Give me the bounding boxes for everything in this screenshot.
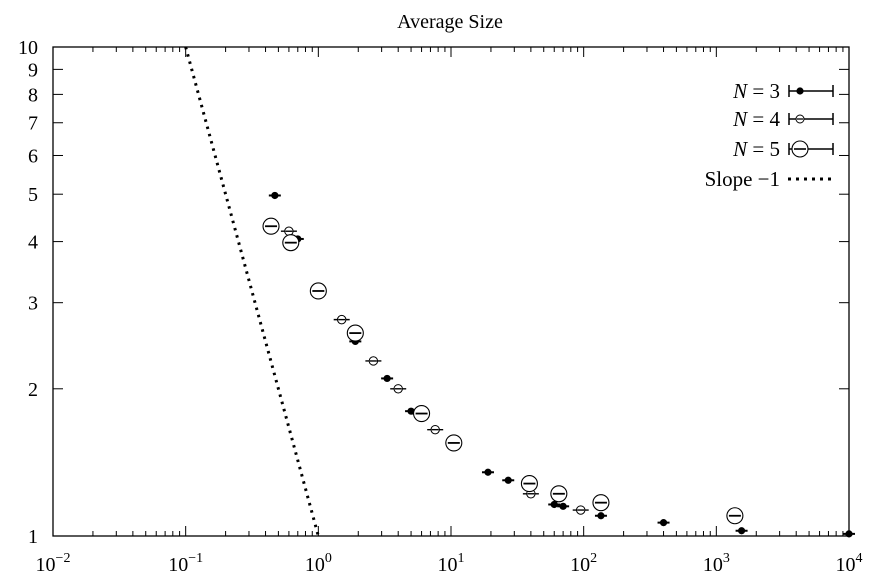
point-marker [845, 530, 853, 538]
series-n3-point [557, 502, 570, 510]
point-marker [737, 527, 746, 535]
chart-title: Average Size [397, 11, 503, 33]
series-n5-point [309, 282, 327, 300]
series-n3-point [268, 191, 281, 200]
slope-line [184, 46, 320, 537]
legend-label-series-n3: N = 3 [732, 79, 780, 103]
legend-label-series-n5: N = 5 [732, 137, 780, 161]
series-n3-point [548, 500, 561, 509]
series-n3-point [481, 468, 494, 476]
y-tick-label: 4 [28, 232, 38, 254]
x-tick-label: 10−1 [168, 551, 203, 576]
series-n3-point [657, 519, 670, 527]
series-n4-point [427, 424, 444, 435]
y-tick-label: 3 [28, 293, 38, 315]
point-marker [484, 468, 492, 476]
point-marker [597, 512, 605, 520]
y-tick-label: 5 [28, 184, 38, 206]
series-n3-point [735, 527, 748, 535]
y-tick-label: 8 [28, 84, 38, 106]
series-n5-point [262, 217, 280, 235]
x-tick-label: 104 [836, 551, 863, 576]
series-n5-point [726, 507, 744, 525]
legend-label-series-n4: N = 4 [732, 107, 780, 131]
x-tick-label: 103 [703, 551, 730, 576]
series-n4-point [365, 356, 382, 366]
point-marker [659, 519, 668, 527]
legend: N = 3 N = 4 N = 5 Slope −1 [705, 79, 834, 191]
data-marks [184, 46, 855, 538]
x-tick-label: 100 [305, 551, 332, 576]
legend-label-series-slope: Slope −1 [705, 167, 780, 191]
series-n3-point [502, 476, 515, 484]
y-tick-label: 6 [28, 145, 38, 167]
axis-ticks [52, 46, 850, 537]
legend-marker [796, 87, 804, 95]
y-tick-label: 10 [18, 37, 38, 59]
y-tick-label: 7 [28, 113, 38, 135]
point-marker [559, 502, 567, 510]
series-n4-point [572, 505, 589, 515]
y-tick-label: 2 [28, 379, 38, 401]
x-tick-label: 101 [438, 551, 465, 576]
point-marker [504, 476, 512, 484]
series-n3-point [843, 530, 855, 538]
series-n5-point [550, 485, 568, 503]
x-tick-label: 10−2 [36, 551, 71, 576]
series-n4-point [390, 384, 407, 394]
series-n4-point [333, 314, 350, 325]
series-n5-point [520, 475, 538, 493]
y-tick-label: 1 [28, 526, 38, 548]
point-marker [271, 191, 279, 200]
y-tick-label: 9 [28, 59, 38, 81]
series-n3-point [594, 512, 607, 520]
series-n3-point [381, 374, 394, 383]
x-tick-label: 102 [570, 551, 597, 576]
series-n5-point [592, 494, 610, 512]
series-n5-point [445, 434, 463, 452]
point-marker [383, 374, 391, 383]
point-marker [550, 500, 558, 509]
series-n5-point [346, 324, 364, 342]
series-n5-point [282, 234, 300, 252]
series-n5-point [413, 404, 431, 423]
axis-tick-labels: 10−2 10−1 100 101 102 103 104 1 2 3 4 5 6 7 8 910 [18, 37, 863, 576]
